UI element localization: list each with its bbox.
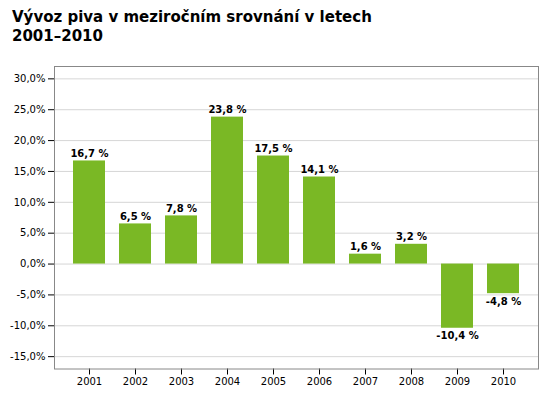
svg-text:23,8 %: 23,8 % [208, 104, 246, 115]
svg-text:5,0%: 5,0% [20, 227, 45, 238]
svg-text:2006: 2006 [307, 376, 332, 387]
svg-text:2005: 2005 [261, 376, 286, 387]
svg-text:2003: 2003 [169, 376, 194, 387]
svg-text:15,0%: 15,0% [14, 165, 46, 176]
svg-text:1,6 %: 1,6 % [350, 241, 381, 252]
svg-text:25,0%: 25,0% [14, 103, 46, 114]
svg-text:2001: 2001 [77, 376, 102, 387]
svg-text:2008: 2008 [399, 376, 424, 387]
svg-text:2010: 2010 [491, 376, 516, 387]
svg-text:7,8 %: 7,8 % [166, 202, 197, 213]
svg-text:10,0%: 10,0% [14, 196, 46, 207]
svg-text:-10,0%: -10,0% [10, 319, 45, 330]
svg-text:2002: 2002 [123, 376, 148, 387]
html-text:Vývoz piva v meziročním srovná: Vývoz piva v meziročním srovnání v letec… [12, 8, 372, 45]
svg-text:-10,4 %: -10,4 % [436, 330, 478, 341]
svg-text:2004: 2004 [215, 376, 240, 387]
svg-text:2009: 2009 [445, 376, 470, 387]
svg-text:16,7 %: 16,7 % [70, 147, 108, 158]
svg-text:3,2 %: 3,2 % [396, 231, 427, 242]
svg-text:0,0%: 0,0% [20, 258, 45, 269]
svg-text:20,0%: 20,0% [14, 134, 46, 145]
svg-text:17,5 %: 17,5 % [254, 143, 292, 154]
svg-text:30,0%: 30,0% [14, 73, 46, 84]
svg-text:-5,0%: -5,0% [16, 289, 45, 300]
svg-text:-15,0%: -15,0% [10, 350, 45, 361]
svg-text:-4,8 %: -4,8 % [486, 295, 521, 306]
svg-text:14,1 %: 14,1 % [300, 164, 338, 175]
svg-text:2007: 2007 [353, 376, 378, 387]
svg-text:6,5 %: 6,5 % [120, 210, 151, 221]
